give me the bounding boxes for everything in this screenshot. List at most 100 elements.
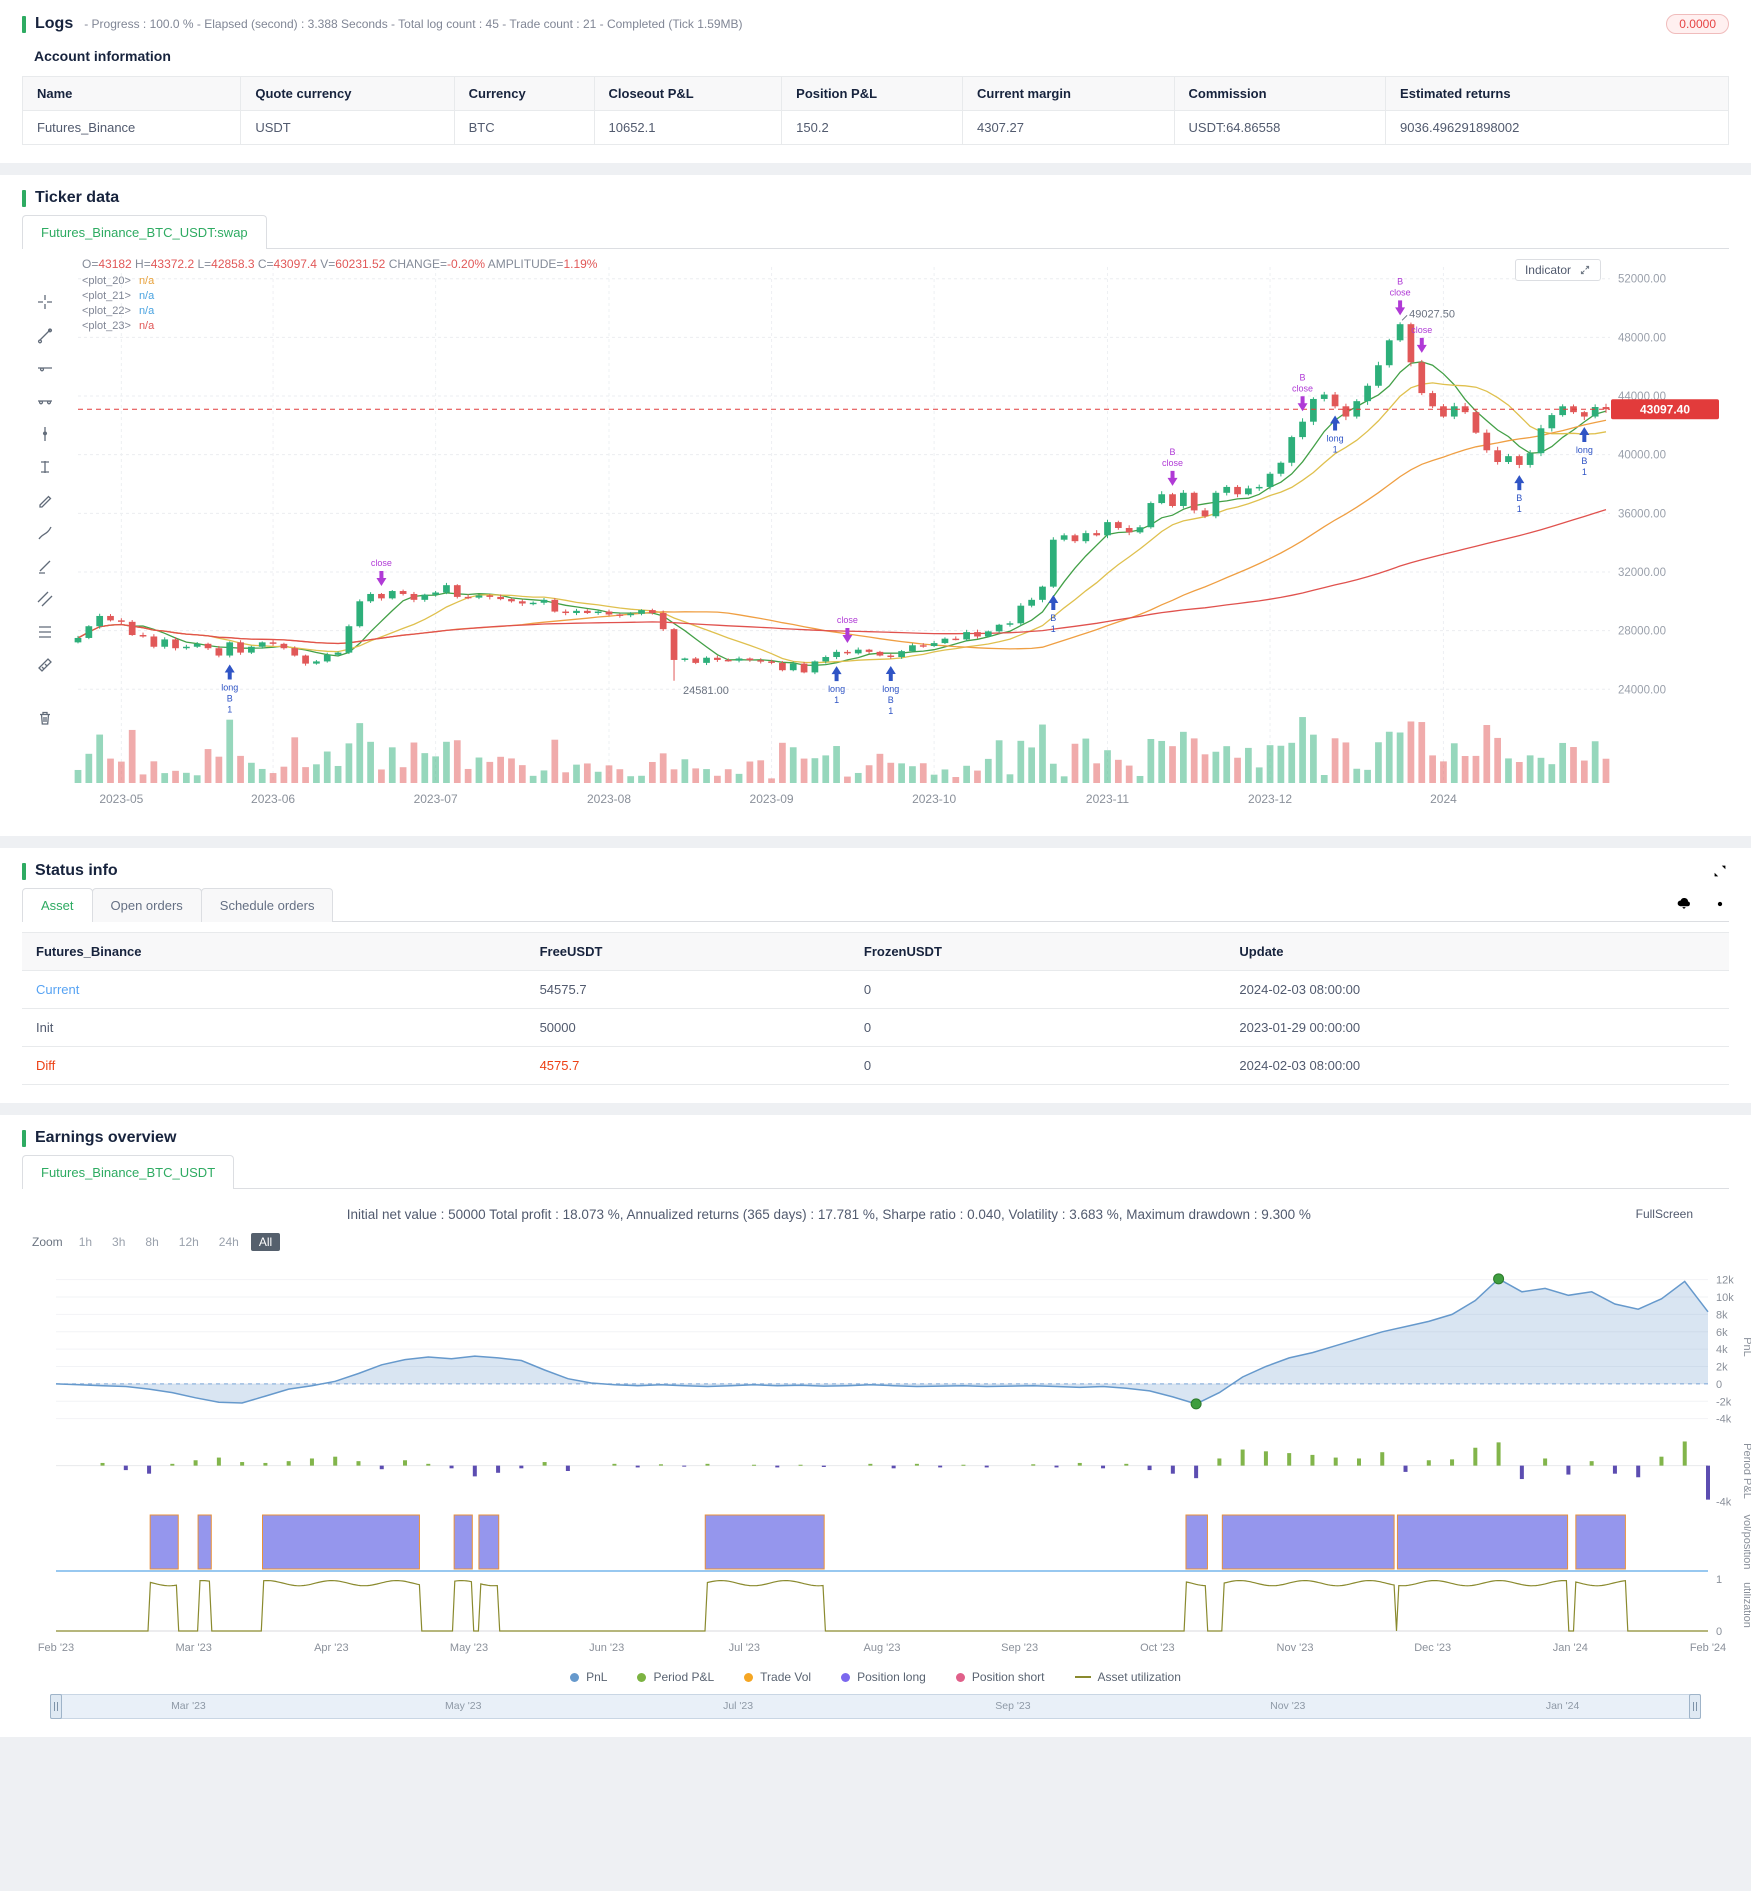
svg-text:0: 0 [1716,1626,1722,1638]
tool-brush[interactable] [31,520,59,546]
price-annotations: 49027.50 24581.00 [683,308,1455,696]
plot-name: <plot_21> [82,290,131,302]
ohlc-part: CHANGE= [385,257,448,271]
legend-swatch [744,1672,754,1682]
svg-text:2k: 2k [1716,1362,1728,1374]
ohlc-part: C= [254,257,274,271]
svg-text:long: long [882,684,899,694]
status-tab-schedule-orders[interactable]: Schedule orders [200,888,334,922]
status-row-label: Init [22,1008,526,1047]
tool-info-line[interactable] [31,388,59,414]
svg-text:B: B [1170,447,1176,457]
highlighter-icon [39,560,51,574]
legend-item-position-short[interactable]: Position short [955,1670,1045,1684]
candlestick-chart-area[interactable]: O=43182 H=43372.2 L=42858.3 C=43097.4 V=… [68,255,1729,818]
svg-text:-4k: -4k [1716,1496,1732,1508]
zoom-button-1h[interactable]: 1h [78,1235,93,1249]
ohlc-values: O=43182 H=43372.2 L=42858.3 C=43097.4 V=… [82,257,597,271]
tool-highlighter[interactable] [31,553,59,579]
zoom-button-all[interactable]: All [250,1233,281,1251]
account-col-header: Closeout P&L [593,76,783,111]
tool-price-range[interactable] [31,454,59,480]
plot-name: <plot_22> [82,305,131,317]
status-tabs: Asset Open orders Schedule orders [22,888,334,922]
svg-text:32000.00: 32000.00 [1618,567,1666,579]
account-col-header: Position P&L [781,76,963,111]
fullscreen-button[interactable]: FullScreen [1635,1207,1693,1221]
tool-trash[interactable] [31,705,59,731]
status-cell: 2024-02-03 08:00:00 [1225,970,1729,1009]
candlestick-chart[interactable]: 24000.00 28000.00 32000.00 36000.00 40000.00… [68,255,1728,815]
legend-swatch [637,1672,647,1682]
earnings-tab[interactable]: Futures_Binance_BTC_USDT [22,1155,235,1189]
tool-crosshair[interactable] [31,289,59,315]
navigator-label: Jul '23 [723,1700,754,1712]
account-cell: BTC [453,110,595,145]
account-row: Futures_Binance USDT BTC 10652.1 150.2 4307.2… [21,110,1729,145]
tool-pencil[interactable] [31,487,59,513]
ticker-tab[interactable]: Futures_Binance_BTC_USDT:swap [22,215,267,249]
tool-horizontal-line[interactable] [31,355,59,381]
svg-text:B: B [1397,276,1403,286]
tool-fib-retracement[interactable] [31,619,59,645]
svg-text:vol/position: vol/position [1741,1514,1751,1569]
account-col-header: Estimated returns [1385,76,1729,111]
legend-label: Trade Vol [760,1670,812,1684]
legend-item-pnl[interactable]: PnL [570,1670,607,1684]
svg-text:Jul '23: Jul '23 [729,1642,760,1654]
legend-label: Position short [971,1670,1045,1684]
status-row-label: Diff [22,1046,526,1085]
svg-text:2023-08: 2023-08 [587,792,631,806]
navigator-label: Jan '24 [1545,1700,1580,1712]
datazoom-navigator[interactable]: Mar '23 May '23 Jul '23 Sep '23 Nov '23 Jan '… [50,1694,1701,1719]
legend-item-trade-vol[interactable]: Trade Vol [744,1670,811,1684]
ohlc-part: 43372.2 [150,257,195,271]
zoom-button-24h[interactable]: 24h [218,1235,239,1249]
tool-vertical-line[interactable] [31,421,59,447]
status-header-row: Futures_Binance FreeUSDT FrozenUSDT Update [22,932,1729,971]
tool-parallel-channel[interactable] [31,586,59,612]
svg-text:Nov '23: Nov '23 [1277,1642,1314,1654]
status-col-header: Futures_Binance [22,932,526,971]
svg-text:B: B [1300,372,1306,382]
legend-item-position-long[interactable]: Position long [841,1670,926,1684]
gear-icon[interactable] [1711,895,1729,913]
error-count-badge[interactable]: 0.0000 [1666,14,1729,34]
ticker-section: Ticker data Futures_Binance_BTC_USDT:swa… [0,175,1751,836]
cloud-download-icon[interactable] [1675,895,1693,913]
svg-text:B: B [1581,456,1587,466]
legend-item-period-p-l[interactable]: Period P&L [637,1670,714,1684]
trade-markers-layer: longB1closelong1closelongB1B1BcloseBclos… [221,276,1593,716]
zoom-button-8h[interactable]: 8h [145,1235,159,1249]
zoom-button-12h[interactable]: 12h [178,1235,199,1249]
status-cell: 0 [849,1046,1226,1085]
collapse-section-icon[interactable] [1711,862,1729,880]
info-line-icon [38,400,52,405]
status-section: Status info Asset Open orders Schedule ord… [0,848,1751,1103]
zoom-button-3h[interactable]: 3h [112,1235,126,1249]
svg-text:long: long [1576,445,1593,455]
expand-icon [1580,265,1590,275]
svg-text:1: 1 [1051,624,1056,634]
legend-item-asset-utilization[interactable]: Asset utilization [1074,1670,1181,1684]
svg-text:28000.00: 28000.00 [1618,626,1666,638]
chart-menu-icon[interactable] [1711,1205,1729,1223]
account-cell: USDT [240,110,455,145]
svg-text:2023-10: 2023-10 [912,792,956,806]
status-cell: 2023-01-29 00:00:00 [1225,1008,1729,1047]
status-tab-open-orders[interactable]: Open orders [91,888,202,922]
svg-text:Sep '23: Sep '23 [1001,1642,1038,1654]
svg-text:close: close [1292,383,1313,393]
section-accent-bar [22,15,26,33]
status-tab-asset[interactable]: Asset [22,888,93,922]
navigator-left-handle[interactable] [50,1694,62,1719]
log-list-icon[interactable] [1639,895,1657,913]
status-row: Init 50000 0 2023-01-29 00:00:00 [22,1008,1729,1047]
indicator-button[interactable]: Indicator [1514,259,1601,281]
parallel-channel-icon [37,591,53,607]
tool-trend-line[interactable] [31,322,59,348]
tool-measure[interactable] [31,652,59,678]
navigator-right-handle[interactable] [1689,1694,1701,1719]
plot-value: n/a [138,305,155,317]
